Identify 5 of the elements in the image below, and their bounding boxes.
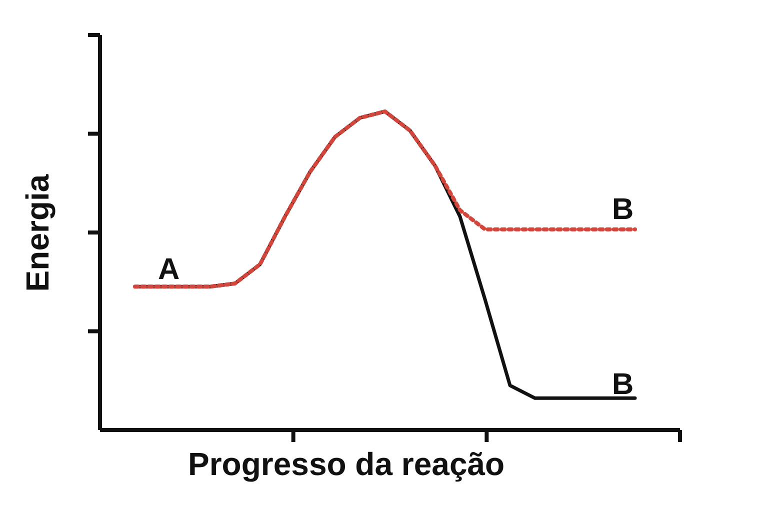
annotation: A: [158, 253, 180, 287]
annotation: B: [612, 193, 634, 227]
x-axis-title: Progresso da reação: [188, 446, 505, 483]
annotation: B: [612, 368, 634, 402]
y-axis-title: Energia: [20, 174, 56, 292]
